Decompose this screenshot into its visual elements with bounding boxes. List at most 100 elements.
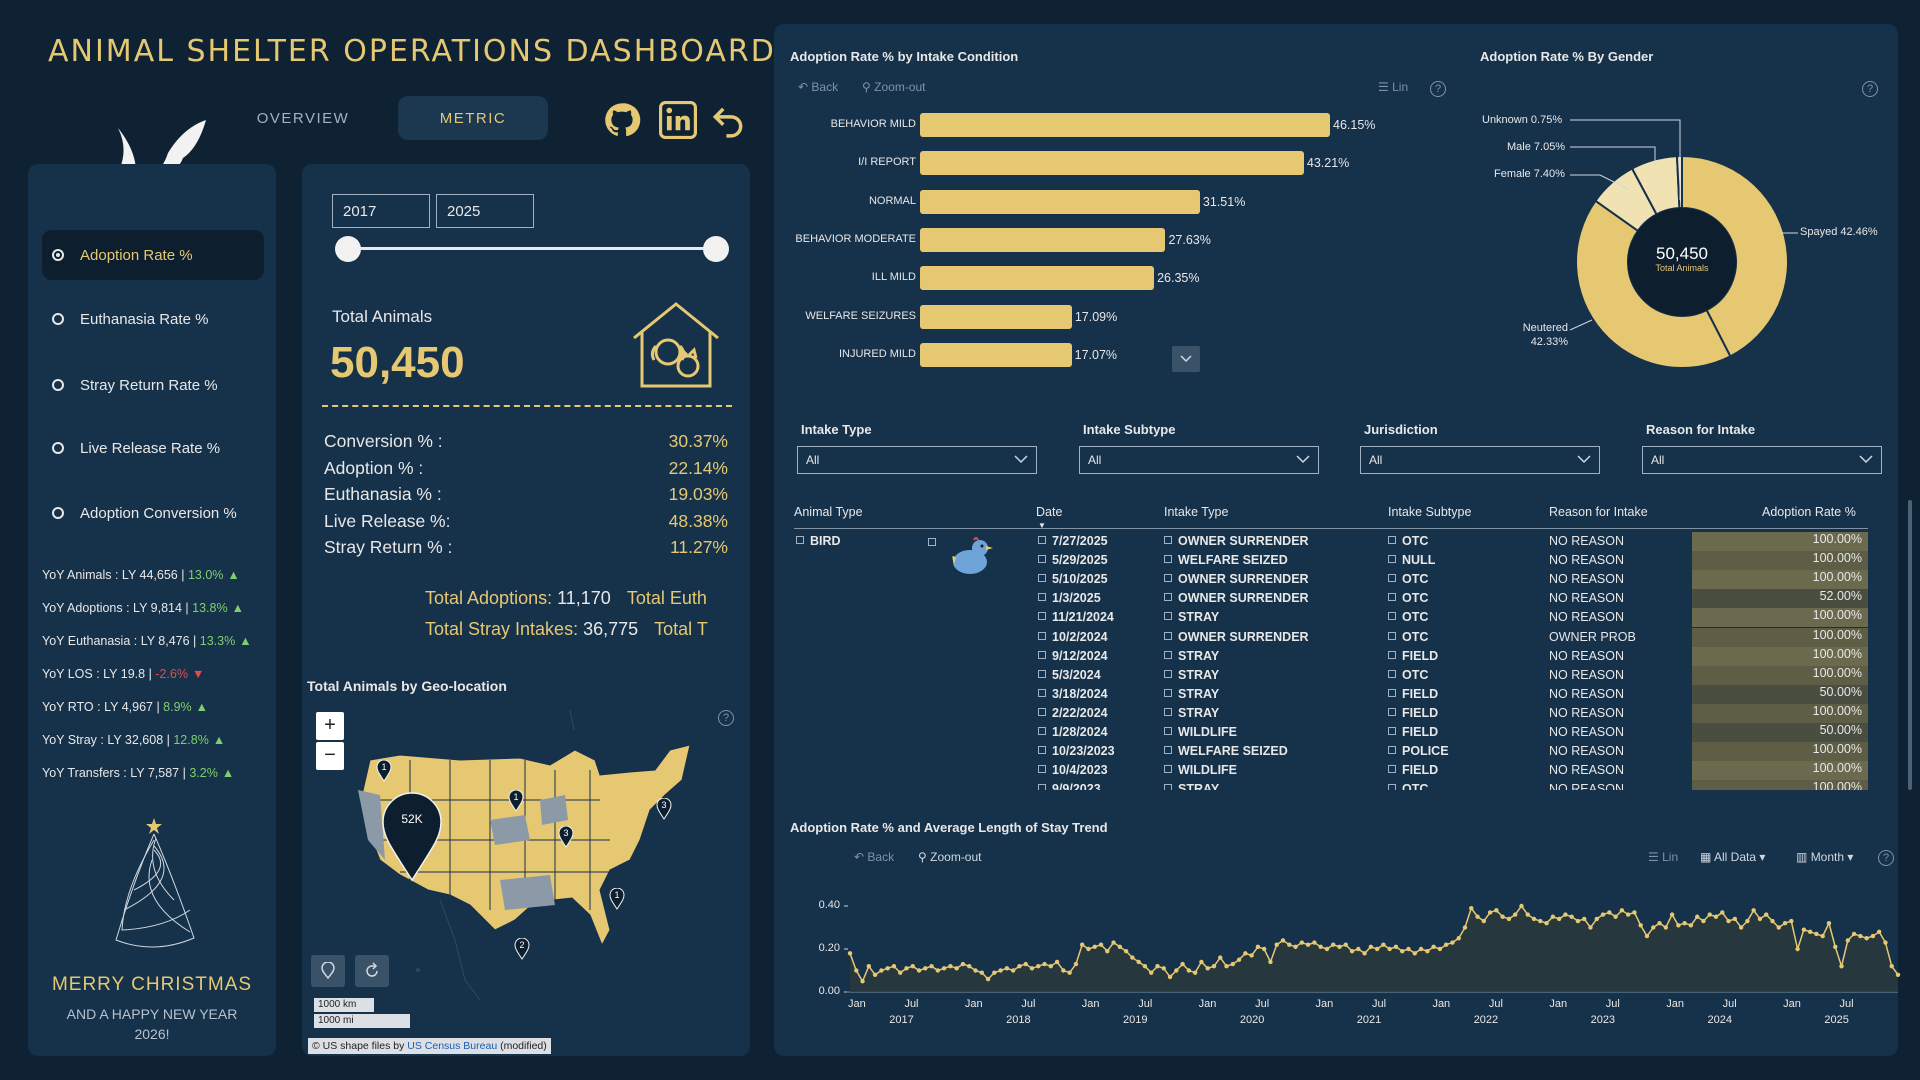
trend-line-chart[interactable] (780, 880, 1910, 1030)
metric-live-release-rate[interactable]: Live Release Rate % (42, 423, 264, 473)
map-locate-button[interactable] (311, 955, 345, 987)
intake-type-cell[interactable]: OWNER SURRENDER (1164, 630, 1309, 644)
trend-point[interactable] (1255, 944, 1261, 950)
gender-donut[interactable] (1570, 150, 1794, 374)
linkedin-icon[interactable] (656, 98, 700, 142)
trend-point[interactable] (1895, 972, 1901, 977)
back-arrow-icon[interactable] (706, 98, 750, 142)
intake-type-cell[interactable]: STRAY (1164, 610, 1219, 624)
date-cell[interactable]: 9/9/2023 (1038, 782, 1101, 790)
intake-bar[interactable] (920, 266, 1155, 291)
trend-chart-zoom-out[interactable]: ⚲ Zoom-out (918, 850, 982, 864)
map-zoom-in-button[interactable]: + (316, 712, 344, 740)
trend-point[interactable] (1324, 946, 1330, 952)
col-date[interactable]: Date (1036, 505, 1063, 519)
trend-point[interactable] (1362, 951, 1367, 956)
trend-point[interactable] (1224, 964, 1229, 969)
trend-point[interactable] (923, 966, 928, 971)
trend-point[interactable] (866, 964, 872, 969)
trend-point[interactable] (1833, 944, 1838, 950)
intake-subtype-cell[interactable]: FIELD (1388, 687, 1438, 701)
trend-point[interactable] (1538, 918, 1543, 924)
trend-point[interactable] (1048, 964, 1054, 969)
trend-point[interactable] (1067, 970, 1072, 975)
trend-point[interactable] (1061, 968, 1066, 973)
collapse-icon[interactable] (1164, 765, 1172, 774)
trend-point[interactable] (948, 964, 953, 969)
help-icon[interactable]: ? (1862, 81, 1878, 97)
col-reason[interactable]: Reason for Intake (1549, 505, 1648, 519)
trend-point[interactable] (941, 966, 947, 971)
trend-point[interactable] (1042, 961, 1047, 967)
filter-jurisdiction-dropdown[interactable]: All (1360, 446, 1600, 474)
trend-point[interactable] (1092, 944, 1097, 950)
trend-point[interactable] (1374, 946, 1380, 952)
trend-point[interactable] (1450, 940, 1455, 945)
trend-point[interactable] (1789, 918, 1794, 924)
trend-point[interactable] (1494, 908, 1499, 913)
trend-point[interactable] (1475, 914, 1480, 919)
date-cell[interactable]: 10/4/2023 (1038, 763, 1108, 777)
trend-point[interactable] (1632, 910, 1637, 915)
date-cell[interactable]: 2/22/2024 (1038, 706, 1108, 720)
us-map[interactable] (310, 700, 740, 1035)
trend-point[interactable] (1117, 944, 1123, 950)
trend-point[interactable] (1205, 966, 1210, 971)
trend-point[interactable] (1500, 914, 1505, 919)
trend-point[interactable] (1820, 933, 1825, 939)
trend-point[interactable] (1098, 942, 1104, 947)
trend-point[interactable] (1531, 916, 1537, 922)
trend-point[interactable] (1575, 918, 1581, 924)
trend-point[interactable] (1876, 929, 1882, 934)
trend-point[interactable] (1600, 912, 1606, 917)
trend-point[interactable] (1814, 931, 1819, 937)
map-cluster-pin[interactable] (656, 797, 672, 825)
trend-point[interactable] (1243, 951, 1248, 956)
trend-point[interactable] (1400, 948, 1405, 954)
trend-point[interactable] (847, 951, 853, 956)
trend-point[interactable] (1318, 944, 1323, 950)
trend-point[interactable] (1487, 910, 1493, 915)
map-cluster-large[interactable] (381, 792, 443, 887)
collapse-icon[interactable] (1164, 555, 1172, 564)
trend-point[interactable] (1305, 942, 1311, 947)
trend-point[interactable] (1883, 940, 1888, 945)
intake-chart-zoom-out[interactable]: ⚲ Zoom-out (862, 80, 926, 94)
trend-point[interactable] (998, 968, 1003, 973)
collapse-icon[interactable] (1164, 650, 1172, 659)
trend-point[interactable] (929, 964, 934, 969)
trend-point[interactable] (1707, 912, 1712, 917)
trend-point[interactable] (960, 961, 966, 967)
trend-point[interactable] (1130, 955, 1135, 960)
intake-type-cell[interactable]: WELFARE SEIZED (1164, 553, 1288, 567)
help-icon[interactable]: ? (1878, 850, 1894, 866)
intake-subtype-cell[interactable]: FIELD (1388, 706, 1438, 720)
trend-point[interactable] (1111, 940, 1116, 945)
trend-point[interactable] (1782, 921, 1788, 926)
intake-subtype-cell[interactable]: FIELD (1388, 649, 1438, 663)
tab-overview[interactable]: OVERVIEW (256, 109, 350, 127)
col-intake-type[interactable]: Intake Type (1164, 505, 1229, 519)
collapse-icon[interactable] (1388, 574, 1396, 583)
collapse-icon[interactable] (1388, 612, 1396, 621)
date-cell[interactable]: 9/12/2024 (1038, 649, 1108, 663)
trend-point[interactable] (1368, 944, 1374, 950)
trend-point[interactable] (985, 976, 991, 982)
metric-stray-return-rate[interactable]: Stray Return Rate % (42, 360, 264, 410)
date-cell[interactable]: 1/3/2025 (1038, 591, 1101, 605)
trend-point[interactable] (1764, 912, 1769, 917)
date-cell[interactable]: 5/10/2025 (1038, 572, 1108, 586)
intake-chart-lin[interactable]: ☰ Lin (1378, 80, 1408, 94)
trend-point[interactable] (1249, 953, 1254, 958)
date-cell[interactable]: 5/29/2025 (1038, 553, 1108, 567)
trend-point[interactable] (1312, 940, 1317, 945)
trend-point[interactable] (1889, 964, 1894, 969)
trend-point[interactable] (1349, 948, 1355, 954)
trend-point[interactable] (1186, 968, 1192, 973)
date-cell[interactable]: 10/2/2024 (1038, 630, 1108, 644)
date-cell[interactable]: 10/23/2023 (1038, 744, 1115, 758)
collapse-icon[interactable] (1388, 631, 1396, 640)
trend-point[interactable] (1136, 959, 1141, 965)
trend-point[interactable] (1801, 927, 1807, 932)
trend-point[interactable] (1418, 946, 1424, 952)
